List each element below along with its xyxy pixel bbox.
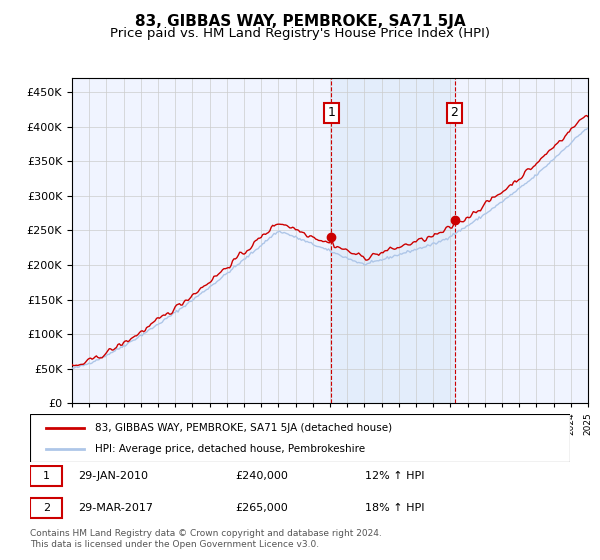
Text: 1: 1 (43, 471, 50, 481)
Text: 83, GIBBAS WAY, PEMBROKE, SA71 5JA (detached house): 83, GIBBAS WAY, PEMBROKE, SA71 5JA (deta… (95, 423, 392, 433)
Text: 12% ↑ HPI: 12% ↑ HPI (365, 471, 424, 481)
Text: 2: 2 (43, 503, 50, 514)
Text: 29-MAR-2017: 29-MAR-2017 (79, 503, 154, 514)
FancyBboxPatch shape (30, 414, 570, 462)
Text: 83, GIBBAS WAY, PEMBROKE, SA71 5JA: 83, GIBBAS WAY, PEMBROKE, SA71 5JA (134, 14, 466, 29)
Text: 29-JAN-2010: 29-JAN-2010 (79, 471, 149, 481)
Text: £240,000: £240,000 (235, 471, 288, 481)
Text: HPI: Average price, detached house, Pembrokeshire: HPI: Average price, detached house, Pemb… (95, 444, 365, 454)
FancyBboxPatch shape (30, 498, 62, 518)
Text: 1: 1 (328, 106, 335, 119)
Text: £265,000: £265,000 (235, 503, 288, 514)
Text: Price paid vs. HM Land Registry's House Price Index (HPI): Price paid vs. HM Land Registry's House … (110, 27, 490, 40)
Text: 2: 2 (451, 106, 458, 119)
FancyBboxPatch shape (30, 466, 62, 486)
Text: 18% ↑ HPI: 18% ↑ HPI (365, 503, 424, 514)
Text: Contains HM Land Registry data © Crown copyright and database right 2024.
This d: Contains HM Land Registry data © Crown c… (30, 529, 382, 549)
Bar (331, 78, 455, 403)
